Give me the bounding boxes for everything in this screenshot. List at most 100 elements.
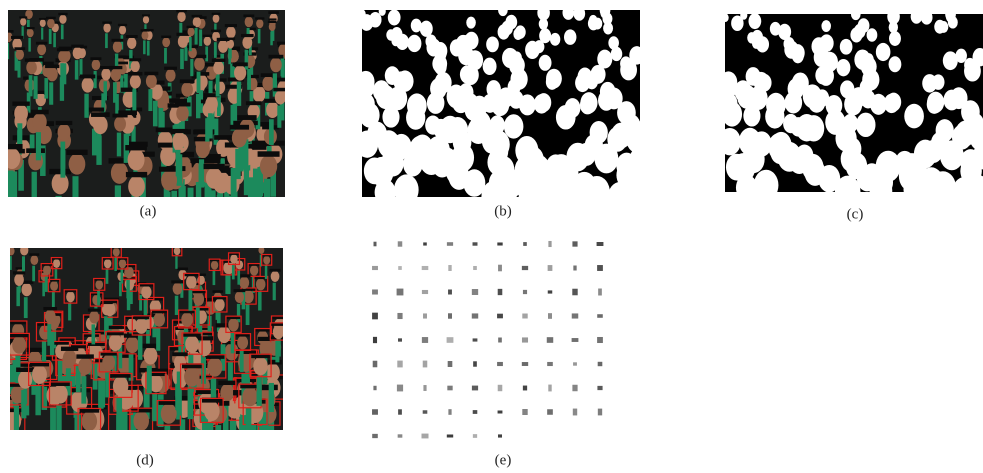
gown-stripe: [180, 49, 184, 69]
face: [184, 367, 200, 387]
face-patch: [373, 386, 376, 390]
face-patch: [422, 290, 428, 294]
cap: [187, 45, 198, 48]
face: [52, 173, 69, 195]
cap: [142, 14, 150, 16]
face: [256, 278, 266, 290]
face: [131, 60, 140, 72]
cap: [234, 289, 246, 292]
face-patch: [373, 337, 377, 343]
cap: [144, 72, 158, 75]
gown-stripe: [21, 390, 26, 418]
gown-stripe: [199, 29, 202, 46]
gown-stripe: [53, 33, 56, 47]
gown-stripe: [208, 422, 214, 453]
gown-stripe: [84, 94, 88, 118]
cap: [80, 75, 95, 79]
face: [193, 17, 201, 28]
gown-stripe: [49, 29, 52, 44]
blob: [808, 91, 826, 113]
gown-stripe: [195, 28, 198, 45]
gown-stripe: [32, 266, 35, 282]
blob: [534, 40, 544, 53]
face: [177, 11, 185, 22]
cap: [66, 150, 87, 155]
gown-stripe: [265, 265, 268, 279]
face-patch: [422, 337, 428, 343]
blob: [911, 9, 923, 24]
face: [262, 76, 274, 91]
blob: [504, 114, 524, 138]
blob: [955, 121, 976, 147]
face: [161, 170, 177, 190]
gown-stripe: [246, 304, 250, 325]
blob: [936, 119, 954, 142]
cap: [213, 290, 224, 293]
cap: [14, 47, 25, 50]
face-patch: [573, 266, 576, 271]
blob: [777, 142, 801, 172]
face: [235, 291, 244, 303]
face: [12, 336, 26, 354]
gown-stripe: [106, 269, 109, 284]
gown-stripe: [147, 41, 150, 56]
gown-stripe: [56, 405, 61, 435]
blob: [803, 115, 824, 141]
face-patch: [447, 242, 453, 246]
cap: [277, 42, 289, 45]
face-patch: [522, 337, 528, 342]
face: [206, 168, 223, 189]
face: [218, 40, 228, 53]
blob: [722, 79, 736, 97]
gown-stripe: [104, 81, 107, 100]
gown-stripe: [237, 270, 240, 285]
gown-stripe: [16, 287, 20, 306]
gown-stripe: [196, 307, 200, 328]
face-patch: [597, 386, 602, 390]
gown-stripe: [81, 376, 86, 403]
blob: [611, 123, 632, 149]
blob: [889, 56, 902, 72]
gown-stripe: [42, 341, 46, 365]
cap: [268, 11, 279, 14]
face-patch: [522, 362, 528, 366]
face-patch: [498, 265, 502, 272]
face: [269, 22, 276, 31]
face: [213, 14, 220, 23]
gown-stripe: [22, 256, 25, 273]
face: [181, 312, 193, 327]
gown-stripe: [156, 328, 160, 351]
face: [204, 401, 220, 421]
face: [128, 149, 145, 171]
caption: (d): [136, 452, 154, 468]
face: [111, 162, 128, 184]
face-patch: [522, 314, 527, 319]
gown-stripe: [97, 290, 100, 305]
blob: [939, 21, 949, 33]
gown-stripe: [116, 397, 122, 428]
gown-stripe: [205, 46, 208, 61]
blob: [521, 146, 544, 175]
face-patch: [597, 337, 603, 343]
face: [111, 68, 121, 81]
face: [242, 36, 252, 49]
face: [213, 61, 224, 74]
face: [113, 376, 128, 396]
cap: [212, 59, 225, 62]
gown-stripe: [216, 425, 222, 455]
face-patch: [423, 410, 428, 413]
blob: [731, 153, 755, 183]
face-patch: [572, 289, 577, 296]
cap: [212, 13, 221, 15]
face: [8, 247, 15, 256]
face: [40, 19, 46, 27]
face: [237, 336, 248, 350]
blob: [536, 93, 551, 112]
gown-stripe: [214, 42, 217, 58]
face: [234, 65, 246, 80]
blob: [904, 104, 924, 129]
face-patch: [423, 242, 427, 245]
blob: [899, 161, 923, 191]
cap: [1, 144, 22, 149]
face: [14, 105, 28, 122]
